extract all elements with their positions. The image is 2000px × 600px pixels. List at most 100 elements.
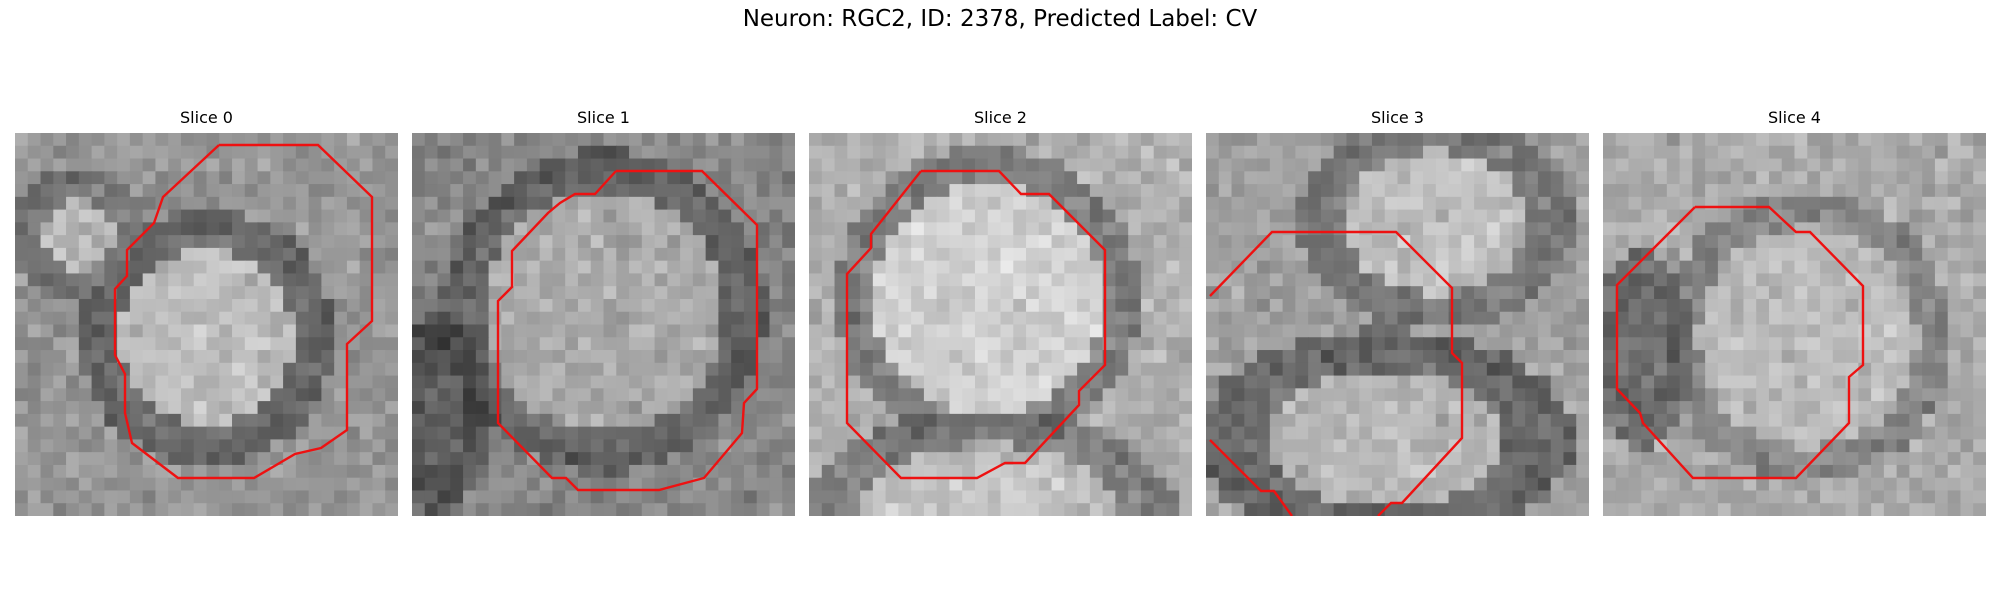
pixel — [1499, 401, 1513, 415]
pixel — [219, 503, 233, 516]
pixel — [936, 350, 951, 364]
pixel — [308, 464, 322, 479]
pixel — [501, 401, 515, 415]
pixel — [40, 413, 54, 428]
pixel — [539, 362, 554, 377]
pixel — [1397, 464, 1411, 479]
pixel — [1206, 171, 1220, 185]
pixel — [885, 401, 899, 415]
pixel — [1807, 439, 1821, 453]
pixel — [334, 235, 348, 249]
pixel — [372, 273, 386, 287]
pixel — [15, 401, 29, 415]
pixel — [1410, 286, 1424, 300]
pixel — [1717, 209, 1732, 223]
pixel — [219, 439, 233, 453]
pixel — [603, 426, 617, 440]
pixel — [1013, 133, 1027, 147]
pixel — [308, 286, 322, 300]
pixel — [257, 158, 271, 172]
pixel-grid — [809, 133, 1192, 516]
pixel — [1909, 273, 1923, 287]
pixel — [539, 260, 554, 275]
pixel — [1140, 184, 1155, 198]
pixel — [1371, 350, 1386, 364]
pixel — [860, 324, 874, 338]
pixel — [743, 413, 758, 428]
pixel — [603, 452, 617, 466]
pixel — [1641, 311, 1655, 326]
pixel — [1359, 452, 1373, 466]
pixel — [1051, 209, 1065, 223]
pixel — [1013, 439, 1027, 453]
pixel — [40, 222, 54, 236]
pixel — [539, 145, 554, 160]
pixel — [1026, 324, 1040, 338]
pixel — [270, 247, 284, 262]
pixel — [847, 439, 861, 453]
contour-outline — [496, 169, 759, 492]
pixel — [1781, 311, 1796, 326]
pixel — [692, 388, 707, 402]
pixel — [936, 260, 951, 275]
pixel — [91, 426, 105, 440]
pixel — [346, 196, 361, 211]
pixel — [705, 286, 719, 300]
pixel — [78, 171, 93, 185]
pixel — [1179, 286, 1192, 300]
pixel — [629, 477, 643, 492]
pixel — [270, 273, 284, 287]
pixel — [1231, 133, 1245, 147]
pixel — [1435, 362, 1450, 377]
pixel — [1077, 426, 1091, 440]
pixel — [193, 311, 208, 326]
pixel — [155, 503, 169, 516]
pixel — [641, 184, 656, 198]
pixel — [1615, 286, 1630, 300]
pixel — [1832, 158, 1847, 172]
pixel — [1820, 426, 1834, 440]
pixel — [193, 273, 208, 287]
pixel — [1064, 158, 1078, 172]
pixel — [1474, 477, 1488, 492]
pixel — [295, 158, 310, 172]
pixel — [155, 145, 169, 160]
pixel — [743, 439, 758, 453]
pixel — [1730, 311, 1745, 326]
pixel — [1666, 362, 1681, 377]
pixel — [603, 184, 617, 198]
pixel — [1206, 298, 1220, 313]
pixel — [66, 145, 80, 160]
pixel — [1026, 133, 1040, 147]
pixel — [1641, 286, 1655, 300]
pixel — [1615, 439, 1630, 453]
pixel — [860, 426, 874, 440]
pixel — [590, 260, 605, 275]
pixel — [1320, 298, 1335, 313]
pixel — [359, 247, 374, 262]
pixel — [1244, 311, 1258, 326]
pixel — [257, 171, 271, 185]
pixel — [847, 209, 861, 223]
pixel — [1807, 273, 1821, 287]
pixel — [1525, 388, 1539, 402]
pixel — [206, 490, 220, 504]
pixel — [1333, 362, 1348, 377]
pixel — [885, 171, 899, 185]
pixel — [923, 426, 938, 440]
pixel — [1218, 184, 1233, 198]
pixel — [1832, 452, 1847, 466]
pixel — [308, 375, 322, 389]
pixel — [1320, 247, 1335, 262]
pixel — [334, 298, 348, 313]
pixel — [692, 426, 707, 440]
pixel — [1896, 401, 1910, 415]
pixel — [1474, 401, 1488, 415]
pixel — [1308, 490, 1322, 504]
pixel — [1960, 311, 1974, 326]
pixel — [334, 413, 348, 428]
pixel — [1486, 401, 1501, 415]
pixel — [1474, 426, 1488, 440]
pixel — [1346, 413, 1360, 428]
pixel — [974, 158, 989, 172]
